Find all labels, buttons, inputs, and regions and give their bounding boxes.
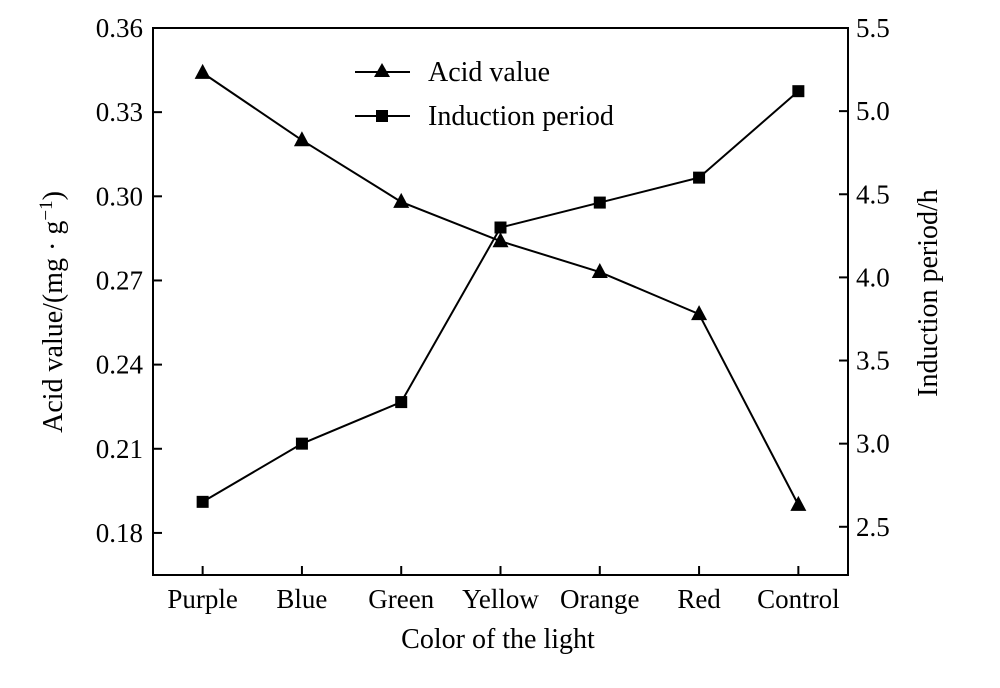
series-layer <box>194 63 807 511</box>
left-y-tick-label: 0.30 <box>96 181 143 211</box>
acid-value-point <box>492 232 509 248</box>
left-y-tick-label: 0.36 <box>96 13 143 43</box>
x-tick-label: Yellow <box>462 584 539 614</box>
x-axis-ticks: Purple Blue Green Yellow Orange Red Control <box>167 566 840 614</box>
left-y-tick-label: 0.18 <box>96 518 143 548</box>
right-y-tick-label: 3.0 <box>856 429 890 459</box>
legend: Acid value Induction period <box>355 57 614 132</box>
induction-period-point <box>792 85 805 98</box>
left-y-tick-label: 0.21 <box>96 434 143 464</box>
acid-value-point <box>194 63 211 79</box>
legend-marker-triangle <box>374 63 390 77</box>
induction-period-line <box>202 90 800 503</box>
acid-value-point <box>591 263 608 279</box>
left-y-tick-label: 0.33 <box>96 97 143 127</box>
right-y-tick-label: 3.5 <box>856 346 890 376</box>
x-tick-label: Green <box>368 584 434 614</box>
acid-value-point <box>790 495 807 511</box>
right-y-tick-label: 4.5 <box>856 179 890 209</box>
acid-value-point <box>393 192 410 208</box>
x-tick-label: Orange <box>560 584 639 614</box>
right-y-tick-label: 5.0 <box>856 96 890 126</box>
x-tick-label: Purple <box>167 584 238 614</box>
x-tick-label: Blue <box>276 584 327 614</box>
induction-period-point <box>196 495 209 508</box>
left-y-tick-label: 0.27 <box>96 265 143 295</box>
legend-marker-square <box>376 110 388 122</box>
x-tick-label: Control <box>757 584 840 614</box>
right-y-axis-ticks: 2.5 3.0 3.5 4.0 4.5 5.0 5.5 <box>839 13 890 542</box>
induction-period-point <box>494 221 507 234</box>
left-y-tick-label: 0.24 <box>96 350 144 380</box>
left-y-axis-title-end: ) <box>38 191 69 200</box>
induction-period-point <box>593 196 606 209</box>
x-axis-title: Color of the light <box>401 624 595 655</box>
induction-period-point <box>295 437 308 450</box>
induction-period-point <box>693 171 706 184</box>
legend-label-acid-value: Acid value <box>428 57 550 88</box>
left-y-axis-ticks: 0.18 0.21 0.24 0.27 0.30 0.33 0.36 <box>96 13 162 548</box>
induction-period-point <box>395 396 408 409</box>
left-y-axis-title-main: Acid value/(mg · g <box>38 221 69 433</box>
right-y-axis-title: Induction period/h <box>913 189 944 397</box>
right-y-tick-label: 5.5 <box>856 13 890 43</box>
right-y-tick-label: 2.5 <box>856 512 890 542</box>
acid-value-point <box>691 305 708 321</box>
left-y-axis-title-superscript: −1 <box>36 200 57 220</box>
left-y-axis-title: Acid value/(mg · g−1) <box>36 191 69 433</box>
legend-label-induction-period: Induction period <box>428 101 614 132</box>
acid-value-point <box>293 131 310 147</box>
right-y-tick-label: 4.0 <box>856 262 890 292</box>
acid-value-line <box>202 72 800 506</box>
x-tick-label: Red <box>677 584 721 614</box>
